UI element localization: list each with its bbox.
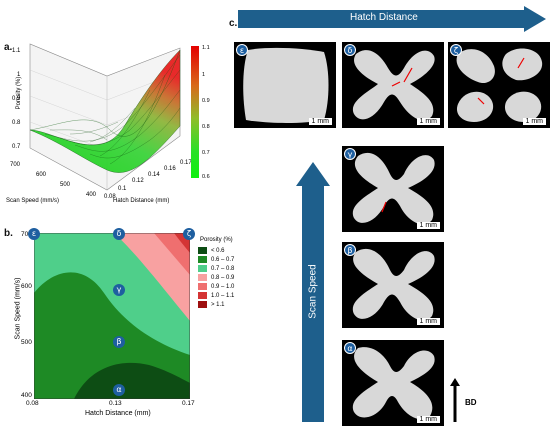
z-tick: 1.1 xyxy=(12,48,21,54)
label-gamma: γ xyxy=(344,148,356,160)
scale-bar: 1 mm xyxy=(416,118,440,125)
scale-bar: 1 mm xyxy=(308,118,332,125)
scan-speed-label: Scan Speed xyxy=(307,264,319,319)
build-direction-arrow xyxy=(450,378,460,422)
scale-bar: 1 mm xyxy=(416,318,440,325)
colorbar xyxy=(191,46,199,178)
micrograph-gamma: γ 1 mm xyxy=(342,146,444,232)
legend-label: 0.9 – 1.0 xyxy=(211,283,235,290)
depth-tick: 600 xyxy=(36,172,47,178)
legend-swatch xyxy=(198,247,207,254)
marker-beta: β xyxy=(113,336,125,348)
legend-item: > 1.1 xyxy=(198,300,253,309)
panel-b-label: b. xyxy=(4,228,13,239)
legend-swatch xyxy=(198,256,207,263)
y-tick: 600 xyxy=(21,283,32,290)
depth-axis-label: Scan Speed (mm/s) xyxy=(6,198,60,204)
legend-label: 0.6 – 0.7 xyxy=(211,256,235,263)
micrograph-alpha: α 1 mm xyxy=(342,340,444,426)
x-axis-label: Hatch Distance (mm) xyxy=(85,410,151,417)
marker-zeta: ζ xyxy=(183,228,195,240)
label-alpha: α xyxy=(344,342,356,354)
y-tick: 700 xyxy=(21,231,32,238)
legend-item: 0.9 – 1.0 xyxy=(198,282,253,291)
colorbar-tick: 0.7 xyxy=(202,150,210,156)
legend-item: 0.7 – 0.8 xyxy=(198,264,253,273)
bd-label: BD xyxy=(465,398,477,407)
x-tick: 0.17 xyxy=(180,160,192,166)
micrograph-epsilon: ε 1 mm xyxy=(234,42,336,128)
marker-delta: δ xyxy=(113,228,125,240)
z-tick: 0.9 xyxy=(12,96,21,102)
x-tick: 0.16 xyxy=(164,166,176,172)
label-epsilon: ε xyxy=(236,44,248,56)
hatch-distance-label: Hatch Distance xyxy=(350,12,418,23)
x-tick: 0.08 xyxy=(104,194,116,200)
scan-speed-arrow xyxy=(296,162,330,422)
legend-label: 1.0 – 1.1 xyxy=(211,292,235,299)
colorbar-tick: 1.1 xyxy=(202,45,210,51)
colorbar-tick: 0.8 xyxy=(202,124,210,130)
surface-plot-3d: 0.7 0.8 0.9 1 1.1 xyxy=(12,43,181,191)
panel-a-label: a. xyxy=(4,42,13,53)
x-tick: 0.1 xyxy=(118,186,127,192)
y-tick: 500 xyxy=(21,339,32,346)
legend: < 0.6 0.6 – 0.7 0.7 – 0.8 0.8 – 0.9 0.9 … xyxy=(198,246,253,309)
legend-title: Porosity (%) xyxy=(200,237,233,243)
legend-label: 0.8 – 0.9 xyxy=(211,274,235,281)
legend-swatch xyxy=(198,301,207,308)
legend-item: 0.8 – 0.9 xyxy=(198,273,253,282)
z-tick: 0.7 xyxy=(12,144,21,150)
marker-gamma: γ xyxy=(113,284,125,296)
x-tick: 0.14 xyxy=(148,172,160,178)
micrograph-delta: δ 1 mm xyxy=(342,42,444,128)
scale-bar: 1 mm xyxy=(522,118,546,125)
x-tick: 0.12 xyxy=(132,178,144,184)
panel-c-label: c. xyxy=(229,18,238,29)
legend-swatch xyxy=(198,265,207,272)
legend-item: 0.6 – 0.7 xyxy=(198,255,253,264)
x-tick: 0.17 xyxy=(182,400,195,407)
legend-swatch xyxy=(198,283,207,290)
label-delta: δ xyxy=(344,44,356,56)
depth-tick: 700 xyxy=(10,162,21,168)
z-tick: 0.8 xyxy=(12,120,21,126)
x-tick: 0.13 xyxy=(109,400,122,407)
x-axis-label: Hatch Distance (mm) xyxy=(113,198,170,204)
depth-tick: 400 xyxy=(86,192,97,198)
depth-tick: 500 xyxy=(60,182,71,188)
y-axis-label: Scan Speed (mm/s) xyxy=(14,277,22,340)
contour-plot xyxy=(34,233,190,399)
legend-label: > 1.1 xyxy=(211,301,225,308)
legend-item: 1.0 – 1.1 xyxy=(198,291,253,300)
scale-bar: 1 mm xyxy=(416,416,440,423)
legend-label: 0.7 – 0.8 xyxy=(211,265,235,272)
colorbar-tick: 0.9 xyxy=(202,98,210,104)
z-axis-label: Porosity (%) xyxy=(16,76,22,110)
hatch-distance-arrow xyxy=(238,6,546,32)
legend-swatch xyxy=(198,292,207,299)
micrograph-zeta: ζ 1 mm xyxy=(448,42,550,128)
colorbar-tick: 0.6 xyxy=(202,174,210,180)
y-tick: 400 xyxy=(21,392,32,399)
marker-alpha: α xyxy=(113,384,125,396)
marker-epsilon: ε xyxy=(28,228,40,240)
legend-label: < 0.6 xyxy=(211,247,225,254)
legend-swatch xyxy=(198,274,207,281)
legend-item: < 0.6 xyxy=(198,246,253,255)
colorbar-tick: 1 xyxy=(202,72,206,78)
z-tick: 1 xyxy=(17,72,21,78)
scale-bar: 1 mm xyxy=(416,222,440,229)
label-zeta: ζ xyxy=(450,44,462,56)
x-tick: 0.08 xyxy=(26,400,39,407)
micrograph-beta: β 1 mm xyxy=(342,242,444,328)
label-beta: β xyxy=(344,244,356,256)
